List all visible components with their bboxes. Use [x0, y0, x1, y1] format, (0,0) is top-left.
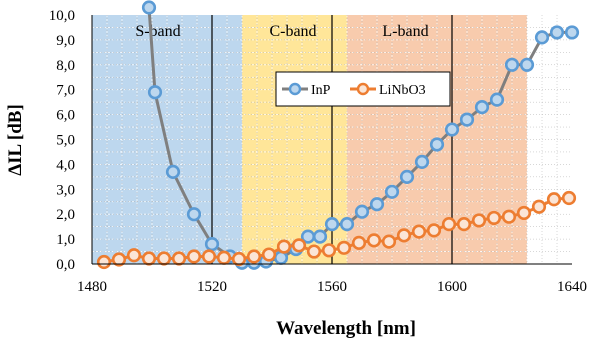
data-point-LiNbO3-27 — [501, 209, 517, 224]
y-tick-label: 4,0 — [56, 157, 75, 173]
band-labels: S-band C-band L-band — [135, 23, 428, 40]
data-point-LiNbO3-10 — [246, 249, 262, 264]
legend-label-LiNbO3: LiNbO3 — [379, 83, 426, 98]
data-point-LiNbO3-19 — [381, 234, 397, 249]
data-point-LiNbO3-9 — [231, 251, 247, 267]
y-axis-title: ΔIL [dB] — [5, 104, 26, 176]
series-InP — [141, 0, 580, 270]
data-point-LiNbO3-8 — [216, 250, 232, 265]
data-point-LiNbO3-13 — [291, 238, 307, 253]
tick-labels: 0,0 1,0 2,0 3,0 4,0 5,0 6,0 7,0 8,0 9,0 10,0 1480 15… — [49, 8, 587, 295]
x-tick-label: 1520 — [197, 279, 227, 295]
data-point-InP-16 — [369, 197, 385, 212]
data-point-InP-15 — [354, 204, 370, 219]
data-point-LiNbO3-11 — [261, 247, 277, 262]
data-point-InP-17 — [384, 184, 400, 199]
data-point-InP-18 — [399, 169, 415, 184]
x-tick-label: 1600 — [437, 279, 467, 295]
data-point-LiNbO3-14 — [306, 244, 322, 259]
y-tick-label: 3,0 — [56, 182, 75, 198]
data-point-LiNbO3-31 — [561, 190, 577, 206]
data-point-InP-9 — [273, 250, 289, 265]
data-point-LiNbO3-3 — [141, 251, 157, 266]
data-point-LiNbO3-16 — [336, 240, 352, 255]
data-point-LiNbO3-0 — [96, 254, 112, 270]
data-point-InP-19 — [414, 154, 430, 170]
y-tick-label: 2,0 — [56, 207, 75, 223]
y-tick-label: 6,0 — [56, 108, 75, 124]
x-tick-label: 1480 — [77, 279, 107, 295]
data-point-InP-0 — [141, 0, 157, 15]
data-point-LiNbO3-17 — [351, 235, 367, 250]
series-group — [96, 0, 580, 270]
data-point-InP-29 — [564, 25, 580, 40]
x-tick-label: 1640 — [557, 279, 587, 295]
data-point-LiNbO3-12 — [276, 239, 292, 254]
data-point-LiNbO3-28 — [516, 205, 532, 221]
y-tick-label: 0,0 — [56, 257, 75, 273]
data-point-InP-22 — [459, 112, 475, 127]
data-point-InP-14 — [339, 217, 355, 232]
band-label-2: L-band — [382, 23, 428, 40]
data-point-InP-28 — [549, 25, 565, 40]
data-point-LiNbO3-23 — [441, 217, 457, 232]
legend-marker-InP — [288, 82, 302, 96]
band-label-1: C-band — [269, 23, 316, 40]
data-point-LiNbO3-22 — [426, 223, 442, 238]
data-point-LiNbO3-25 — [471, 213, 487, 228]
data-point-LiNbO3-21 — [411, 224, 427, 239]
data-point-InP-12 — [312, 229, 328, 244]
data-point-LiNbO3-4 — [156, 251, 172, 266]
data-point-LiNbO3-24 — [456, 217, 472, 232]
data-point-LiNbO3-6 — [186, 249, 202, 264]
data-point-InP-3 — [186, 207, 202, 222]
data-point-LiNbO3-18 — [366, 233, 382, 248]
data-point-InP-2 — [165, 164, 181, 179]
y-tick-label: 1,0 — [56, 232, 75, 248]
y-tick-label: 10,0 — [49, 8, 75, 24]
x-axis-title: Wavelength [nm] — [276, 318, 416, 339]
legend-label-InP: InP — [311, 83, 331, 98]
data-point-InP-4 — [204, 236, 220, 252]
y-tick-label: 9,0 — [56, 33, 75, 49]
axes — [91, 15, 572, 265]
y-tick-label: 8,0 — [56, 58, 75, 74]
data-point-LiNbO3-20 — [396, 228, 412, 243]
series-LiNbO3 — [96, 190, 577, 270]
data-point-InP-25 — [504, 57, 520, 72]
y-tick-label: 7,0 — [56, 83, 75, 99]
data-point-LiNbO3-7 — [201, 249, 217, 264]
data-point-InP-21 — [444, 122, 460, 137]
data-point-InP-26 — [519, 57, 535, 72]
data-point-LiNbO3-5 — [171, 251, 187, 266]
data-point-LiNbO3-15 — [321, 243, 337, 258]
data-point-LiNbO3-26 — [486, 210, 502, 226]
data-point-InP-13 — [324, 217, 340, 232]
data-point-InP-23 — [474, 100, 490, 115]
data-point-InP-20 — [429, 137, 445, 152]
legend-marker-LiNbO3 — [356, 82, 370, 96]
legend: InP LiNbO3 — [275, 71, 451, 107]
x-tick-label: 1560 — [317, 279, 347, 295]
y-tick-label: 5,0 — [56, 133, 75, 149]
band-label-0: S-band — [135, 23, 180, 40]
data-point-InP-27 — [534, 30, 550, 45]
data-point-InP-1 — [147, 85, 163, 100]
data-point-LiNbO3-1 — [111, 252, 127, 267]
data-point-InP-24 — [489, 92, 505, 107]
data-point-LiNbO3-29 — [531, 199, 547, 214]
data-point-LiNbO3-30 — [546, 192, 562, 207]
data-point-LiNbO3-2 — [126, 248, 142, 263]
